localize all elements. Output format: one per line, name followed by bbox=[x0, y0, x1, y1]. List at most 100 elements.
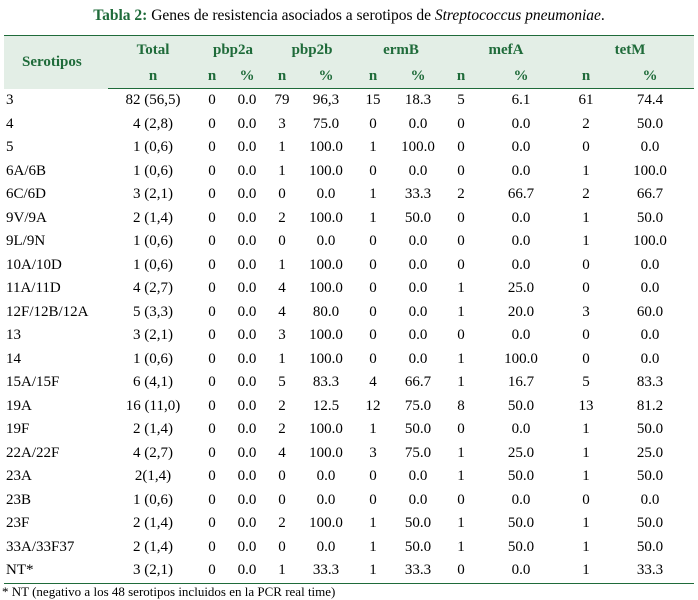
cell-mefa-pct: 0.0 bbox=[511, 491, 531, 508]
cell-mefa-n: 1 bbox=[457, 303, 465, 320]
cell-mefa-n: 0 bbox=[446, 559, 477, 584]
cell-serotype: 5 bbox=[6, 139, 14, 156]
table-row: 6A/6B 1 (0,6) 0 0.0 1 100.0 0 0.0 0 0.0 1 100.0 bbox=[4, 160, 694, 184]
cell-tetm-pct: 50.0 bbox=[636, 515, 664, 532]
cell-ermb-pct: 0.0 bbox=[408, 303, 428, 320]
cell-serotype: 4 bbox=[6, 115, 14, 132]
cell-pbp2a-n: 0 bbox=[208, 444, 216, 461]
cell-pbp2b-n: 2 bbox=[278, 515, 286, 532]
cell-total-n: 6 (4,1) bbox=[133, 374, 173, 391]
cell-tetm-n: 0 bbox=[582, 327, 590, 344]
cell-pbp2a-n: 0 bbox=[208, 139, 216, 156]
cell-pbp2b-n: 1 bbox=[268, 559, 296, 584]
caption-text: Genes de resistencia asociados a serotip… bbox=[147, 7, 435, 24]
cell-pbp2b-n: 0 bbox=[278, 186, 286, 203]
cell-pbp2b-n: 0 bbox=[278, 468, 286, 485]
cell-pbp2a-n: 0 bbox=[208, 209, 216, 226]
cell-pbp2a-pct: 0.0 bbox=[237, 162, 257, 179]
cell-pbp2a-pct: 0.0 bbox=[237, 233, 257, 250]
cell-total-n: 5 (3,3) bbox=[133, 303, 173, 320]
subheader-mefa-n: n bbox=[446, 64, 477, 89]
cell-mefa-pct: 0.0 bbox=[511, 209, 531, 226]
cell-tetm-n: 5 bbox=[582, 374, 590, 391]
cell-serotype: 12F/12B/12A bbox=[6, 303, 89, 320]
cell-pbp2a-pct: 0.0 bbox=[237, 327, 257, 344]
cell-pbp2a-n: 0 bbox=[208, 515, 216, 532]
cell-pbp2a-n: 0 bbox=[208, 186, 216, 203]
cell-serotype: NT* bbox=[4, 559, 108, 584]
cell-serotype: 9V/9A bbox=[6, 209, 47, 226]
cell-pbp2b-pct: 96,3 bbox=[312, 92, 340, 109]
subheader-ermb-pct: % bbox=[390, 64, 447, 89]
cell-pbp2a-pct: 0.0 bbox=[237, 491, 257, 508]
cell-pbp2a-n: 0 bbox=[208, 468, 216, 485]
header-tetm: tetM bbox=[566, 35, 695, 64]
cell-pbp2a-pct: 0.0 bbox=[226, 559, 268, 584]
cell-mefa-n: 0 bbox=[457, 421, 465, 438]
table-row: 13 3 (2,1) 0 0.0 3 100.0 0 0.0 0 0.0 0 0.0 bbox=[4, 324, 694, 348]
cell-tetm-pct: 33.3 bbox=[606, 559, 695, 584]
cell-ermb-pct: 33.3 bbox=[404, 186, 432, 203]
cell-serotype: 14 bbox=[6, 350, 21, 367]
cell-tetm-pct: 0.0 bbox=[640, 280, 660, 297]
cell-mefa-n: 1 bbox=[457, 538, 465, 555]
cell-total-n: 82 (56,5) bbox=[125, 92, 181, 109]
cell-pbp2b-n: 1 bbox=[278, 256, 286, 273]
cell-pbp2b-pct: 100.0 bbox=[309, 421, 343, 438]
cell-pbp2b-pct: 100.0 bbox=[309, 139, 343, 156]
header-row-groups: Serotipos Total pbp2a pbp2b ermB mefA te… bbox=[4, 35, 695, 89]
cell-total-n: 1 (0,6) bbox=[133, 256, 173, 273]
cell-mefa-n: 0 bbox=[457, 139, 465, 156]
cell-ermb-n: 0 bbox=[369, 350, 377, 367]
cell-pbp2b-pct: 12.5 bbox=[312, 397, 340, 414]
subheader-pbp2b-n: n bbox=[268, 64, 296, 89]
cell-ermb-n: 0 bbox=[369, 233, 377, 250]
cell-serotype: 9L/9N bbox=[6, 233, 46, 250]
cell-tetm-n: 0 bbox=[582, 256, 590, 273]
cell-pbp2a-pct: 0.0 bbox=[237, 444, 257, 461]
table-row: 6C/6D 3 (2,1) 0 0.0 0 0.0 1 33.3 2 66.7 2 66.7 bbox=[4, 183, 694, 207]
cell-pbp2b-n: 4 bbox=[278, 444, 286, 461]
cell-total-n: 2(1,4) bbox=[134, 468, 172, 485]
cell-ermb-pct: 75.0 bbox=[404, 444, 432, 461]
cell-tetm-n: 0 bbox=[582, 139, 590, 156]
cell-total-n: 4 (2,7) bbox=[133, 280, 173, 297]
cell-mefa-n: 5 bbox=[457, 92, 465, 109]
cell-pbp2a-pct: 0.0 bbox=[237, 350, 257, 367]
cell-pbp2b-pct: 100.0 bbox=[309, 162, 343, 179]
cell-mefa-pct: 0.0 bbox=[476, 559, 567, 584]
cell-mefa-pct: 0.0 bbox=[511, 139, 531, 156]
cell-mefa-pct: 66.7 bbox=[507, 186, 535, 203]
cell-pbp2a-n: 0 bbox=[208, 538, 216, 555]
cell-pbp2b-pct: 0.0 bbox=[316, 186, 336, 203]
cell-tetm-pct: 100.0 bbox=[633, 162, 667, 179]
table-row: 5 1 (0,6) 0 0.0 1 100.0 1 100.0 0 0.0 0 0.0 bbox=[4, 136, 694, 160]
caption-label: Tabla 2: bbox=[93, 7, 148, 24]
cell-ermb-n: 12 bbox=[365, 397, 381, 414]
cell-tetm-pct: 0.0 bbox=[640, 491, 660, 508]
cell-tetm-n: 3 bbox=[582, 303, 590, 320]
cell-tetm-n: 0 bbox=[582, 350, 590, 367]
cell-total-n: 16 (11,0) bbox=[125, 397, 181, 414]
cell-ermb-pct: 0.0 bbox=[408, 256, 428, 273]
cell-mefa-pct: 50.0 bbox=[507, 538, 535, 555]
cell-ermb-pct: 0.0 bbox=[408, 327, 428, 344]
cell-serotype: 19F bbox=[6, 421, 30, 438]
subheader-ermb-n: n bbox=[356, 64, 390, 89]
caption-end: . bbox=[600, 7, 605, 24]
table-footnote: * NT (negativo a los 48 serotipos inclui… bbox=[2, 584, 336, 599]
cell-pbp2a-n: 0 bbox=[208, 162, 216, 179]
cell-mefa-pct: 0.0 bbox=[511, 421, 531, 438]
header-pbp2b: pbp2b bbox=[268, 35, 356, 64]
cell-tetm-n: 1 bbox=[582, 162, 590, 179]
cell-total-n: 2 (1,4) bbox=[133, 209, 173, 226]
cell-tetm-n: 1 bbox=[582, 209, 590, 226]
cell-ermb-pct: 0.0 bbox=[408, 162, 428, 179]
cell-total-n: 2 (1,4) bbox=[133, 538, 173, 555]
cell-ermb-n: 1 bbox=[369, 139, 377, 156]
cell-pbp2a-n: 0 bbox=[208, 115, 216, 132]
table-row: 4 4 (2,8) 0 0.0 3 75.0 0 0.0 0 0.0 2 50.0 bbox=[4, 113, 694, 137]
table-row: 10A/10D 1 (0,6) 0 0.0 1 100.0 0 0.0 0 0.0 0 0.0 bbox=[4, 254, 694, 278]
cell-pbp2b-pct: 0.0 bbox=[316, 233, 336, 250]
cell-ermb-pct: 100.0 bbox=[401, 139, 435, 156]
